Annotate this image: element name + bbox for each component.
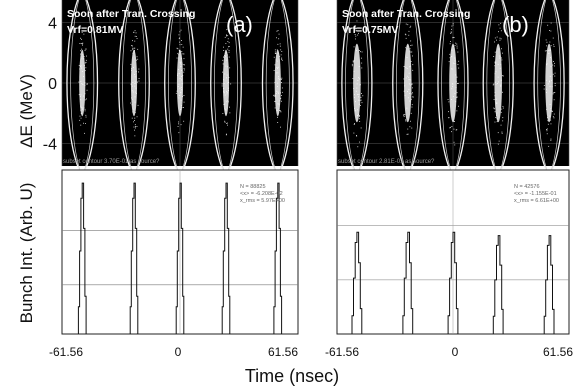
- energy-tick-label-0: 4: [48, 16, 57, 33]
- x-tick-b-left: -61.56: [325, 345, 359, 359]
- x-tick-b-center: 0: [452, 345, 459, 359]
- profile-peak-b-4: [543, 235, 555, 334]
- annotation-line1-a: Soon after Tran. Crossing: [67, 8, 195, 20]
- profile-peak-b-2: [447, 231, 459, 334]
- stats-line1-a: N = 88825: [240, 184, 266, 190]
- x-tick-a-right: 61.56: [268, 345, 298, 359]
- bunch-particles-a-2: [175, 29, 185, 134]
- bunch-core-b-2: [449, 43, 457, 123]
- energy-tick-label-2: -4: [43, 136, 57, 153]
- profile-peak-a-3: [221, 182, 231, 334]
- annotation-line1-b: Soon after Tran. Crossing: [342, 8, 470, 20]
- y-axis-label-intensity: Bunch Int. (Arb. U): [17, 183, 36, 324]
- bunch-particles-b-4: [543, 22, 556, 147]
- profile-peak-a-2: [175, 182, 185, 334]
- bunch-core-a-2: [176, 49, 184, 117]
- bunch-particles-b-3: [492, 22, 504, 145]
- bunch-profile-plot-b: [336, 169, 570, 335]
- phase-space-plot-a: [61, 0, 299, 178]
- bunch-core-b-4: [545, 43, 553, 123]
- x-tick-a-left: -61.56: [49, 345, 83, 359]
- overlay-text-b: subset contour 2.81E-01 as source?: [338, 159, 435, 165]
- x-tick-b-right: 61.56: [543, 345, 573, 359]
- profile-peak-a-1: [129, 182, 139, 334]
- overlay-text-a: subset contour 3.70E-01 as source?: [63, 159, 160, 165]
- x-axis-label: Time (nsec): [245, 366, 339, 386]
- bunch-particles-b-0: [351, 20, 364, 148]
- profile-peak-a-0: [77, 182, 87, 334]
- bunch-particles-a-0: [78, 32, 88, 134]
- y-axis-label-energy: ΔE (MeV): [17, 74, 36, 148]
- annotation-line2-b: Vrf=0.75MV: [342, 24, 398, 36]
- energy-tick-labels: 4 0 -4: [43, 16, 57, 154]
- energy-tick-label-1: 0: [48, 76, 57, 93]
- bunch-core-a-3: [222, 49, 230, 117]
- panel-b: Soon after Tran. Crossing Vrf=0.75MV (b)…: [325, 0, 573, 359]
- bunch-profile-plot-a: [61, 169, 299, 335]
- profile-peak-b-3: [492, 235, 504, 334]
- bunch-particles-a-3: [221, 29, 232, 136]
- bunch-core-b-3: [494, 43, 502, 123]
- bunch-core-a-0: [79, 49, 86, 117]
- bunch-particles-b-2: [447, 22, 460, 146]
- bunch-particles-a-4: [273, 30, 283, 128]
- bunch-core-b-0: [353, 43, 361, 123]
- panel-a: Soon after Tran. Crossing Vrf=0.81MV (a)…: [49, 0, 299, 359]
- x-tick-a-center: 0: [175, 345, 182, 359]
- profile-peak-a-4: [273, 182, 283, 334]
- stats-line3-a: x_rms = 5.97E+00: [240, 198, 285, 204]
- stats-line2-b: <x> = -1.155E-01: [514, 191, 557, 197]
- panel-label-b: (b): [502, 12, 529, 37]
- panel-label-a: (a): [226, 12, 253, 37]
- stats-line2-a: <x> = -6.208E-02: [240, 191, 283, 197]
- bunch-core-b-1: [404, 43, 412, 123]
- profile-peak-b-1: [402, 231, 414, 334]
- bunch-particles-a-1: [130, 30, 140, 137]
- stats-line1-b: N = 42576: [514, 184, 540, 190]
- annotation-line2-a: Vrf=0.81MV: [67, 24, 123, 36]
- profile-peak-b-0: [351, 231, 363, 334]
- stats-line3-b: x_rms = 6.61E+00: [514, 198, 559, 204]
- bunch-particles-b-1: [403, 23, 414, 135]
